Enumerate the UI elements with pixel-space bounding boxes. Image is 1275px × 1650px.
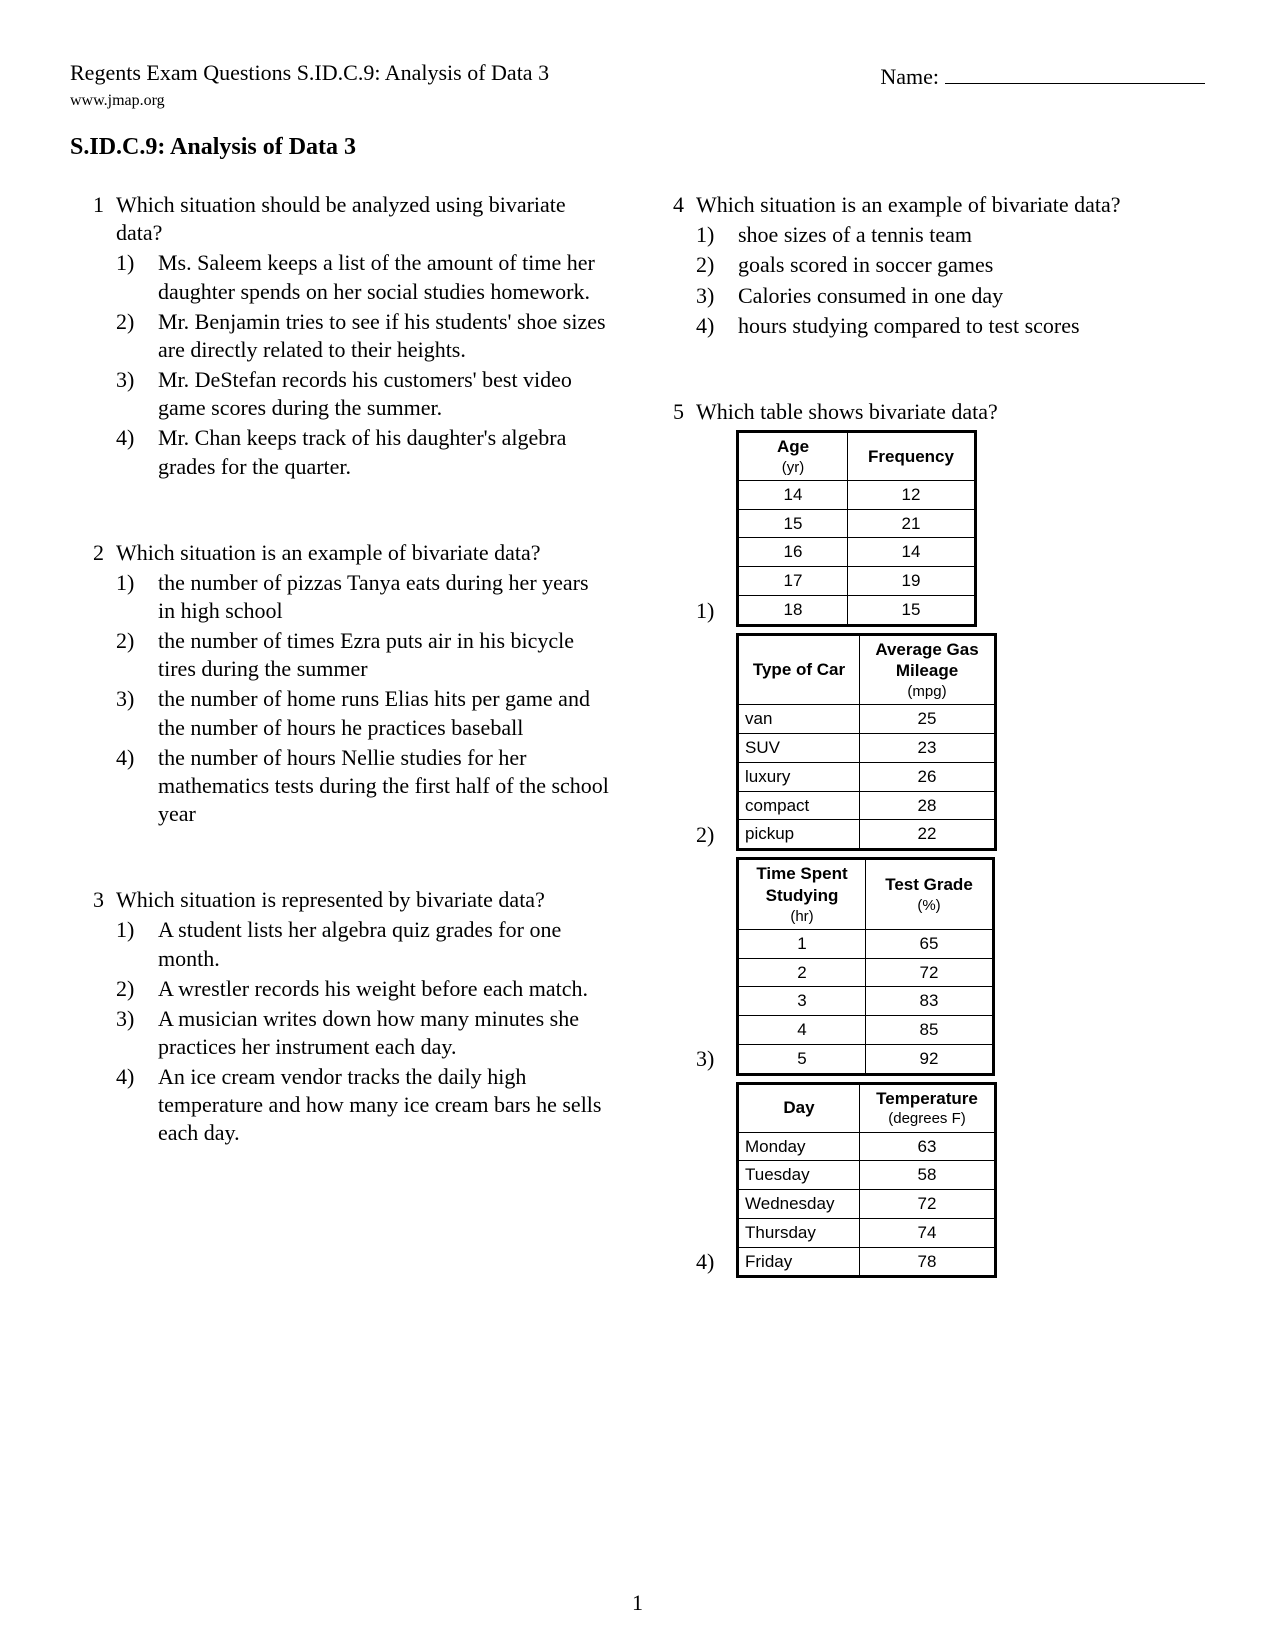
question-number: 1	[70, 191, 116, 481]
option-label: 1)	[696, 597, 738, 625]
question-option[interactable]: 2)Mr. Benjamin tries to see if his stude…	[116, 308, 610, 364]
content-columns: 1 Which situation should be analyzed usi…	[70, 191, 1205, 1276]
question-option[interactable]: 3)the number of home runs Elias hits per…	[116, 685, 610, 741]
name-label: Name:	[880, 64, 939, 89]
option-label: 2)	[696, 821, 738, 849]
header-title: Regents Exam Questions S.ID.C.9: Analysi…	[70, 60, 549, 86]
question-number: 5	[650, 398, 696, 1276]
q5-table-1: Age(yr)Frequency14121521161417191815	[738, 432, 975, 625]
question-number: 4	[650, 191, 696, 340]
question-option[interactable]: 1)shoe sizes of a tennis team	[696, 221, 1190, 249]
section-title: S.ID.C.9: Analysis of Data 3	[70, 134, 1205, 161]
question-option[interactable]: 2)the number of times Ezra puts air in h…	[116, 627, 610, 683]
name-blank-line[interactable]	[945, 60, 1205, 84]
question-option[interactable]: 2)A wrestler records his weight before e…	[116, 975, 610, 1003]
worksheet-page: Regents Exam Questions S.ID.C.9: Analysi…	[0, 0, 1275, 1650]
question-option[interactable]: 1)Ms. Saleem keeps a list of the amount …	[116, 249, 610, 305]
option-label: 3)	[696, 1045, 738, 1073]
question-5: 5 Which table shows bivariate data? 1) A…	[650, 398, 1190, 1276]
question-number: 2	[70, 539, 116, 829]
question-stem: Which situation should be analyzed using…	[116, 191, 610, 247]
page-number: 1	[0, 1590, 1275, 1616]
q5-table-4: DayTemperature(degrees F)Monday63Tuesday…	[738, 1084, 995, 1277]
question-stem: Which situation is represented by bivari…	[116, 886, 610, 914]
question-number: 3	[70, 886, 116, 1147]
q5-option-3[interactable]: 3) Time Spent Studying(hr)Test Grade(%)1…	[696, 859, 1190, 1073]
q5-option-4[interactable]: 4) DayTemperature(degrees F)Monday63Tues…	[696, 1084, 1190, 1277]
question-4: 4 Which situation is an example of bivar…	[650, 191, 1190, 340]
question-3: 3 Which situation is represented by biva…	[70, 886, 610, 1147]
left-column: 1 Which situation should be analyzed usi…	[70, 191, 610, 1276]
question-option[interactable]: 2)goals scored in soccer games	[696, 251, 1190, 279]
question-option[interactable]: 4)Mr. Chan keeps track of his daughter's…	[116, 424, 610, 480]
question-stem: Which situation is an example of bivaria…	[696, 191, 1190, 219]
q5-table-2: Type of CarAverage Gas Mileage(mpg)van25…	[738, 635, 995, 849]
page-header: Regents Exam Questions S.ID.C.9: Analysi…	[70, 60, 1205, 90]
question-option[interactable]: 1)the number of pizzas Tanya eats during…	[116, 569, 610, 625]
question-stem: Which table shows bivariate data?	[696, 398, 1190, 426]
question-2: 2 Which situation is an example of bivar…	[70, 539, 610, 829]
question-option[interactable]: 4)the number of hours Nellie studies for…	[116, 744, 610, 828]
header-url: www.jmap.org	[70, 92, 1205, 110]
question-option[interactable]: 3)Calories consumed in one day	[696, 282, 1190, 310]
right-column: 4 Which situation is an example of bivar…	[650, 191, 1190, 1276]
question-option[interactable]: 3)Mr. DeStefan records his customers' be…	[116, 366, 610, 422]
question-stem: Which situation is an example of bivaria…	[116, 539, 610, 567]
question-option[interactable]: 4)hours studying compared to test scores	[696, 312, 1190, 340]
q5-option-1[interactable]: 1) Age(yr)Frequency14121521161417191815	[696, 432, 1190, 625]
question-option[interactable]: 3)A musician writes down how many minute…	[116, 1005, 610, 1061]
q5-table-3: Time Spent Studying(hr)Test Grade(%)1652…	[738, 859, 993, 1073]
header-name-field: Name:	[880, 60, 1205, 90]
question-option[interactable]: 4)An ice cream vendor tracks the daily h…	[116, 1063, 610, 1147]
question-1: 1 Which situation should be analyzed usi…	[70, 191, 610, 481]
question-option[interactable]: 1)A student lists her algebra quiz grade…	[116, 916, 610, 972]
option-label: 4)	[696, 1248, 738, 1276]
q5-option-2[interactable]: 2) Type of CarAverage Gas Mileage(mpg)va…	[696, 635, 1190, 849]
